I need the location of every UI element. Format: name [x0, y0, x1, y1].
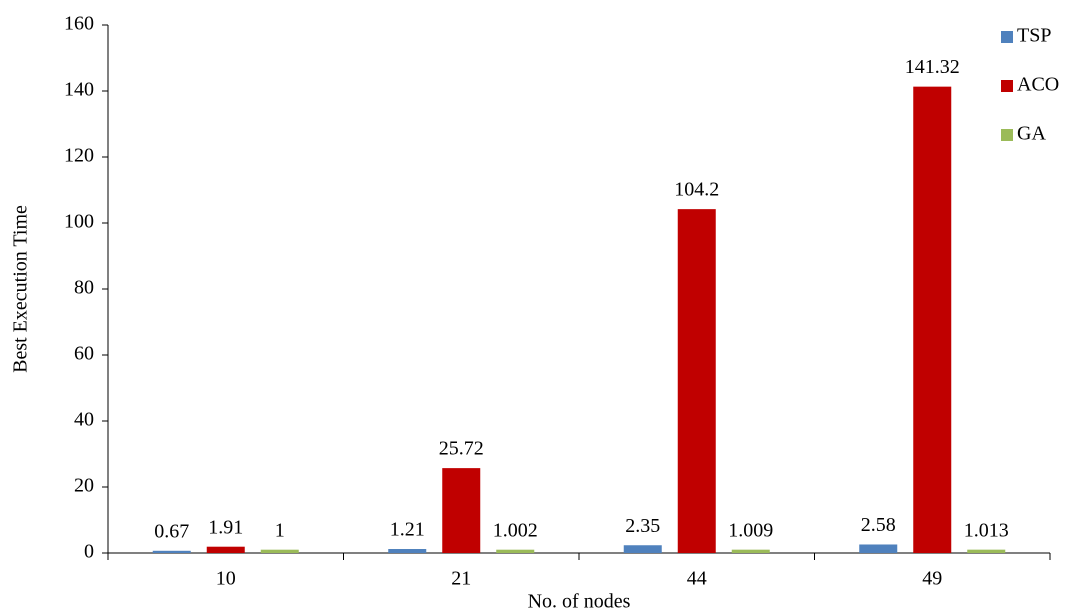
y-tick-label: 120: [64, 145, 94, 167]
legend-swatch: [1001, 80, 1013, 92]
y-tick-label: 140: [64, 79, 94, 101]
bar: [677, 209, 716, 553]
bar: [967, 549, 1006, 553]
bar: [623, 545, 662, 553]
x-axis-label: No. of nodes: [528, 591, 631, 613]
bar: [260, 549, 299, 553]
bar: [731, 549, 770, 553]
y-tick-label: 20: [74, 475, 94, 497]
data-label: 1.013: [964, 519, 1009, 541]
legend-swatch: [1001, 31, 1013, 43]
bar: [206, 546, 245, 553]
data-label: 1.009: [728, 519, 773, 541]
data-label: 0.67: [154, 520, 189, 542]
legend-swatch: [1001, 129, 1013, 141]
legend-label: ACO: [1017, 74, 1059, 96]
y-axis-label: Best Execution Time: [10, 205, 32, 373]
data-label: 1.21: [390, 519, 425, 541]
x-tick-label: 44: [687, 568, 707, 590]
y-tick-label: 160: [64, 13, 94, 35]
y-tick-label: 0: [84, 541, 94, 563]
data-label: 2.35: [625, 515, 660, 537]
data-label: 104.2: [674, 179, 719, 201]
y-tick-label: 100: [64, 211, 94, 233]
bar: [496, 549, 535, 553]
data-label: 1: [275, 519, 285, 541]
x-tick-label: 49: [922, 568, 942, 590]
bar: [152, 550, 191, 553]
legend-label: TSP: [1017, 25, 1051, 47]
data-label: 141.32: [905, 56, 960, 78]
bar: [859, 544, 898, 553]
y-tick-label: 40: [74, 409, 94, 431]
bar: [442, 468, 481, 553]
data-label: 1.91: [208, 516, 243, 538]
x-tick-label: 10: [216, 568, 236, 590]
legend-label: GA: [1017, 123, 1046, 145]
data-label: 2.58: [861, 514, 896, 536]
bar: [913, 86, 952, 554]
data-label: 25.72: [439, 438, 484, 460]
y-tick-label: 60: [74, 343, 94, 365]
data-label: 1.002: [493, 519, 538, 541]
bar: [388, 549, 427, 553]
x-tick-label: 21: [451, 568, 471, 590]
y-tick-label: 80: [74, 277, 94, 299]
